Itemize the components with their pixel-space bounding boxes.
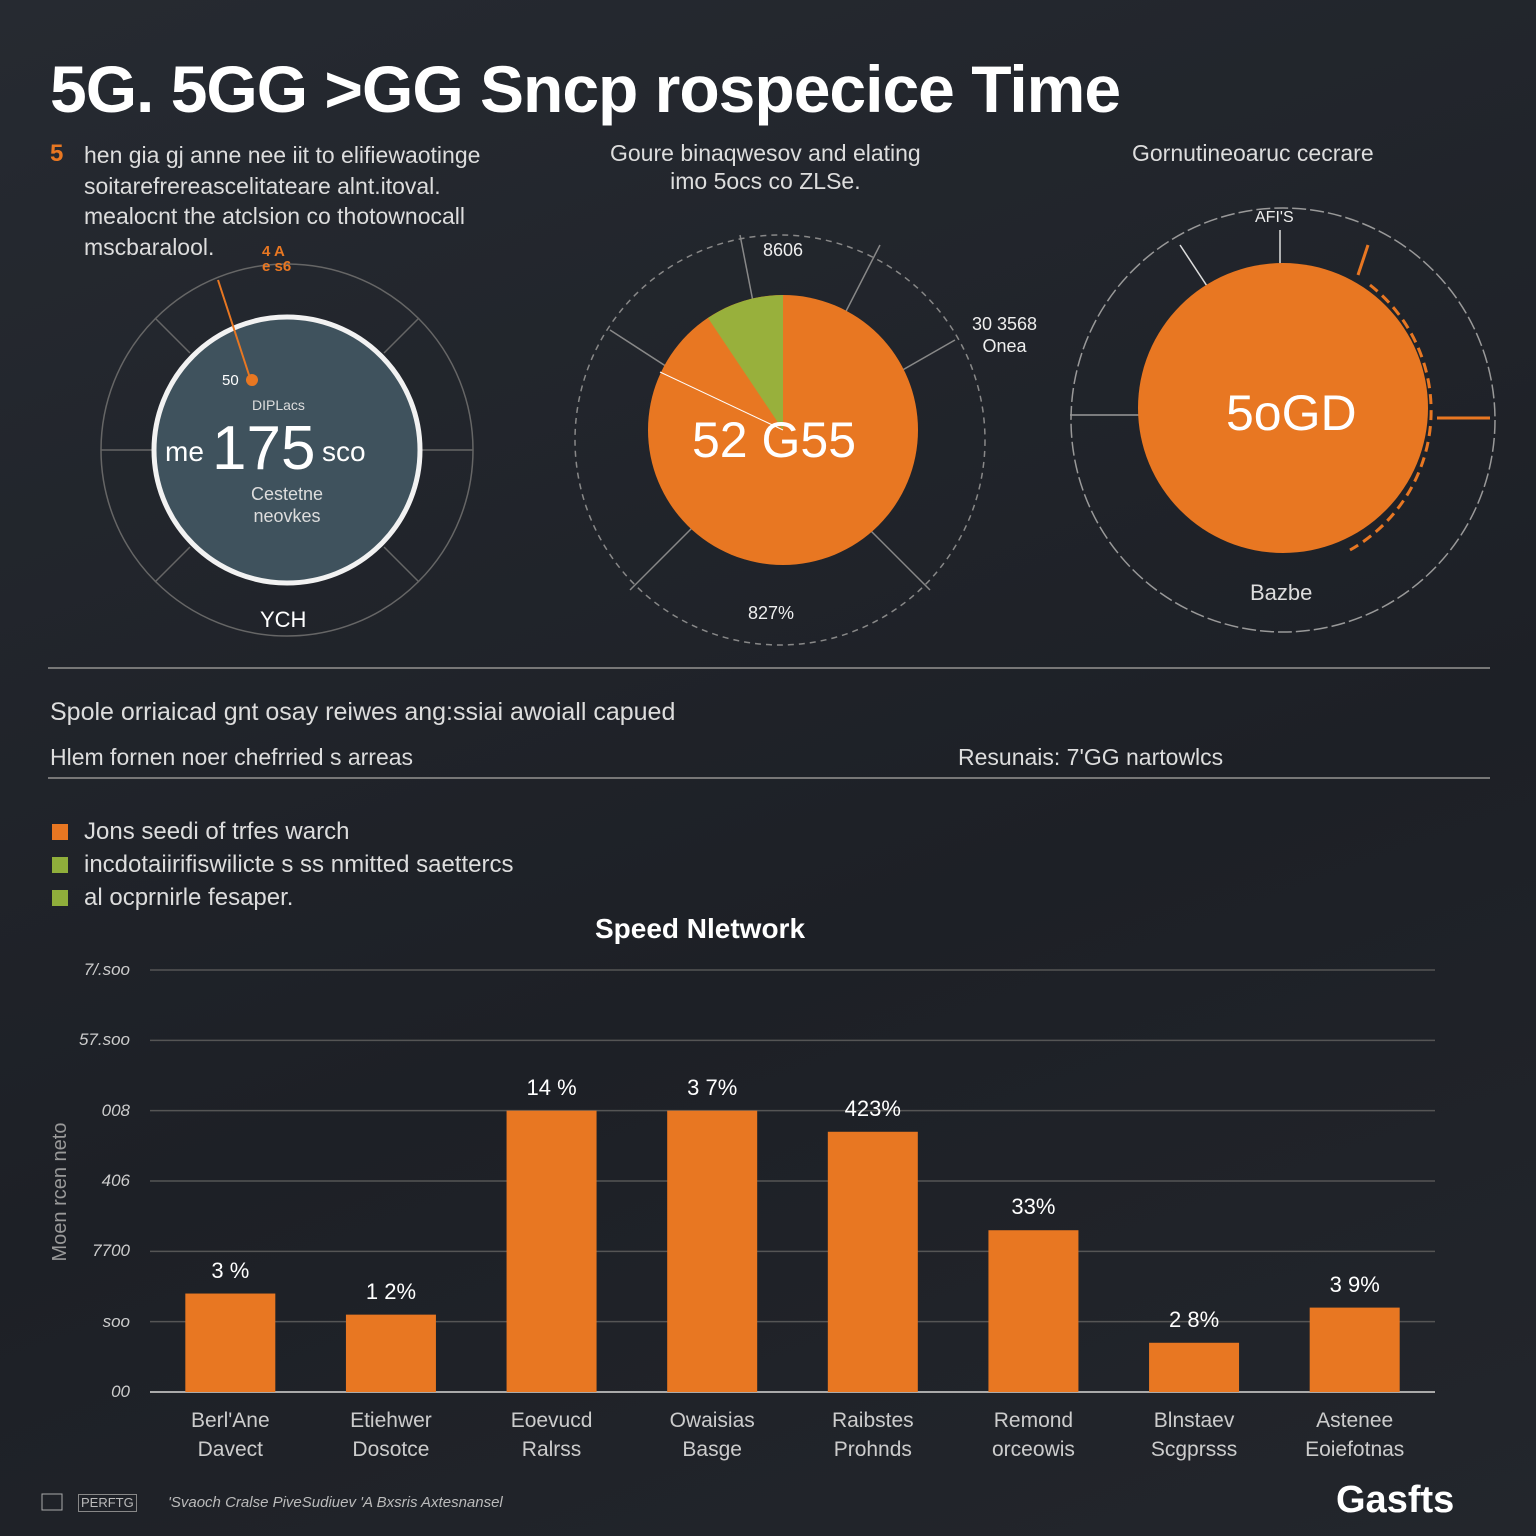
gauge-face [151,314,423,586]
x-tick-label: Raibstes Prohnds [831,1409,914,1462]
gauge-top-label: 4 A e s6 [262,243,292,275]
gauge-bottom: YCH [260,607,307,632]
footer-source: 'Svaoch Cralse PiveSudiuev 'A Bxsris Axt… [168,1494,503,1511]
panel-caption: Goure binaqwesov and elating imo 5ocs co… [610,140,921,194]
disc-top-label: AFI'S [1255,209,1294,226]
orange-disc [1138,263,1428,553]
bar-annotation: 33% [1011,1194,1056,1220]
bar-annotation: 3 7% [687,1074,738,1100]
orange-ticks [1349,244,1490,552]
x-tick-label: Remond orceowis [992,1409,1075,1462]
bar [506,1110,597,1392]
bar [1309,1307,1400,1392]
brand: Gasfts [1336,1479,1455,1521]
y-tick-label: soo [102,1311,130,1331]
pie-top-label: 8606 [763,240,804,260]
gauge-desc: Cestetne neovkes [250,484,324,526]
bar-annotation: 1 2% [365,1278,417,1304]
footer-icon [41,1493,63,1511]
x-tick-label: Blnstaev Scgprsss [1150,1409,1238,1462]
title: 5G. 5GG >GG Sncp rospecice Time [50,52,1121,126]
gauge-sub-label: DIPLacs [252,397,305,413]
pie-bottom-label: 827% [748,603,795,623]
pointer-dot [246,374,258,386]
y-tick-label: 57.soo [78,1030,130,1050]
section-text: Spole orriaicad gnt osay reiwes ang:ssia… [50,698,676,726]
legend-label: incdotaiirifiswilicte s ss nmitted saett… [84,851,514,878]
x-tick-label: Eoevucd Ralrss [510,1409,593,1462]
disc-bottom-label: Bazbe [1250,580,1313,605]
footer-label: PERFTG [78,1494,137,1512]
bar-annotation: 3 % [211,1257,250,1283]
x-tick-label: Berl'Ane Davect [190,1409,270,1462]
gauge-prefix: me [165,436,204,467]
pie-center-text: 52 G55 [692,412,857,468]
bar [345,1314,436,1392]
bar-annotation: 14 % [526,1074,577,1100]
section-text: Hlem fornen noer chefrried s arreas [50,744,414,770]
legend-label: Jons seedi of trfes warch [84,818,350,845]
bar [1149,1342,1240,1392]
bar [988,1230,1079,1392]
intro-text: hen gia gj anne nee iit to elifiewaoting… [84,142,481,260]
pie-line [659,371,784,431]
intro-marker: 5 [50,140,64,167]
x-tick-label: Owaisias Basge [669,1409,755,1462]
chart-title: Speed Nletwork [594,913,806,944]
y-tick-label: 7/.soo [83,960,130,979]
panel-caption: Gornutineoaruc cecrare [1132,140,1374,166]
bar-annotation: 423% [844,1095,901,1121]
x-tick-label: Astenee Eoiefotnas [1305,1409,1405,1462]
y-axis-label: Moen rcen neto [49,1122,71,1262]
y-tick-label: 00 [111,1382,130,1401]
pie-side-label: 30 3568 Onea [972,314,1038,356]
legend-swatch [52,857,68,873]
section-right: Resunais: 7'GG nartowlcs [958,744,1224,770]
gauge-1 [100,263,474,637]
y-tick-label: 406 [101,1171,130,1190]
bar [667,1110,758,1392]
gauge-small-label: 50 [222,372,239,389]
pie-slice [708,295,783,430]
disc-center-text: 5oGD [1226,385,1357,441]
legend-swatch [52,824,68,840]
gauge-suffix: sco [322,436,366,467]
bar [185,1293,276,1392]
x-tick-label: Etiehwer Dosotce [350,1409,432,1462]
bar [827,1131,918,1392]
gauge-value: 175 [212,414,316,483]
y-tick-label: 008 [101,1100,130,1120]
pointer [217,279,251,379]
y-tick-label: 7700 [92,1241,130,1261]
bar-annotation: 2 8% [1168,1306,1220,1332]
bar-annotation: 3 9% [1329,1271,1380,1297]
legend-label: al ocprnirle fesaper. [84,884,294,911]
legend-swatch [52,890,68,906]
